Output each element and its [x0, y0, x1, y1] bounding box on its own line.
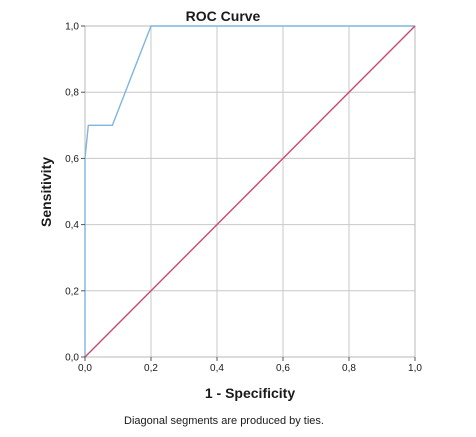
chart-footnote: Diagonal segments are produced by ties. [124, 415, 324, 427]
y-tick-label: 0,4 [65, 220, 79, 231]
x-tick-label: 0,6 [276, 363, 290, 374]
x-axis-label: 1 - Specificity [205, 385, 295, 401]
y-tick-label: 0,2 [65, 286, 79, 297]
y-tick-label: 0,8 [65, 88, 79, 99]
x-tick-label: 1,0 [408, 363, 422, 374]
y-axis-label: Sensitivity [38, 157, 54, 227]
x-tick-label: 0,8 [342, 363, 356, 374]
x-tick-label: 0,0 [78, 363, 92, 374]
y-tick-label: 0,0 [65, 353, 79, 364]
y-tick-label: 1,0 [65, 22, 79, 33]
y-axis-ticks: 0,0 0,2 0,4 0,6 0,8 1,0 [65, 22, 85, 364]
x-axis-ticks: 0,0 0,2 0,4 0,6 0,8 1,0 [78, 357, 422, 374]
y-tick-label: 0,6 [65, 154, 79, 165]
x-tick-label: 0,4 [210, 363, 224, 374]
reference-diagonal-line [84, 25, 416, 358]
chart-title: ROC Curve [186, 8, 261, 24]
x-tick-label: 0,2 [144, 363, 158, 374]
